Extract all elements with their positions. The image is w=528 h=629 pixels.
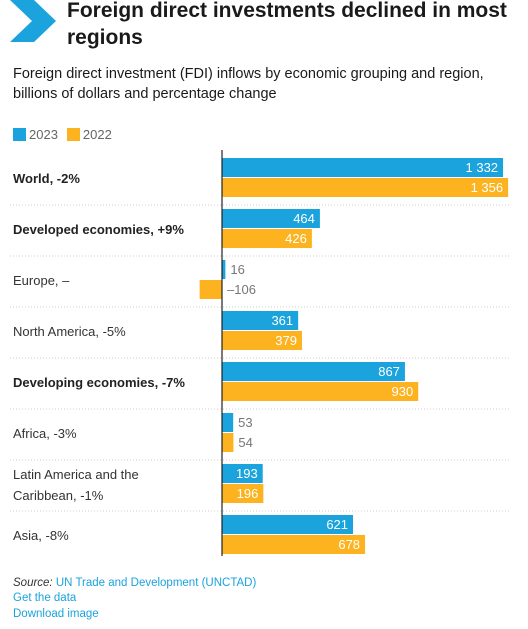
source-block: Source: UN Trade and Development (UNCTAD…: [13, 575, 256, 622]
value-label-2022-asia-8: 678: [338, 537, 360, 552]
get-the-data-link[interactable]: Get the data: [13, 592, 77, 604]
bar-2023-developing-economies-7: [222, 362, 405, 381]
legend-item-2023: 2023: [13, 127, 58, 142]
category-label-developed-economies-9: Developed economies, +9%: [13, 222, 184, 237]
bar-2023-africa-3: [222, 413, 234, 432]
value-label-2023-latin-america-and-the-caribbean-1: 193: [236, 466, 258, 481]
category-label-latin-america-and-the-caribbean-1: Latin America and the Caribbean, -1%: [13, 467, 139, 503]
legend: 2023 2022: [13, 126, 121, 142]
value-label-2022-developed-economies-9: 426: [285, 231, 307, 246]
chart-subtitle: Foreign direct investment (FDI) inflows …: [13, 66, 484, 102]
value-label-2022-north-america-5: 379: [275, 333, 297, 348]
value-label-2023-developing-economies-7: 867: [378, 364, 400, 379]
bar-2022-asia-8: [222, 535, 366, 554]
bar-2023-europe: [222, 260, 226, 279]
bar-2022-africa-3: [222, 433, 234, 452]
value-label-2023-asia-8: 621: [326, 517, 348, 532]
value-label-2022-latin-america-and-the-caribbean-1: 196: [237, 486, 259, 501]
category-label-asia-8: Asia, -8%: [13, 528, 69, 543]
download-image-link[interactable]: Download image: [13, 607, 99, 620]
category-label-world-2: World, -2%: [13, 171, 80, 186]
value-label-2022-europe: –106: [227, 282, 256, 297]
value-label-2022-africa-3: 54: [238, 435, 252, 450]
category-label-europe: Europe, –: [13, 273, 70, 288]
bar-2023-developed-economies-9: [222, 209, 320, 228]
legend-swatch-2023: [13, 127, 26, 141]
value-label-2023-developed-economies-9: 464: [293, 211, 315, 226]
category-label-developing-economies-7: Developing economies, -7%: [13, 375, 185, 390]
bar-2023-north-america-5: [222, 311, 299, 330]
legend-label-2022: 2022: [82, 126, 112, 142]
source-prefix: Source:: [13, 577, 53, 589]
bar-2022-europe: [199, 280, 222, 299]
legend-swatch-2022: [66, 127, 80, 141]
value-label-2023-world-2: 1 332: [466, 160, 499, 175]
value-label-2022-developing-economies-7: 930: [392, 384, 414, 399]
bar-chart: World, -2% 1 332 1 356 Developed economies,…: [10, 150, 510, 556]
chart-title: Foreign direct investments declined in m…: [67, 0, 507, 49]
bar-2022-world-2: [222, 178, 509, 197]
source-text: UN Trade and Development (UNCTAD): [55, 577, 257, 589]
value-label-2023-europe: 16: [230, 262, 244, 277]
chevron-logo-icon: [10, 0, 56, 42]
category-label-north-america-5: North America, -5%: [13, 324, 126, 339]
source-line: Source: UN Trade and Development (UNCTAD…: [13, 575, 256, 591]
category-label-africa-3: Africa, -3%: [13, 426, 77, 441]
value-label-2023-north-america-5: 361: [271, 313, 293, 328]
bar-2023-latin-america-and-the-caribbean-1: [222, 464, 263, 483]
bar-2022-latin-america-and-the-caribbean-1: [222, 484, 264, 503]
legend-item-2022: 2022: [66, 126, 112, 142]
value-label-2022-world-2: 1 356: [471, 180, 504, 195]
bar-2023-world-2: [222, 158, 504, 177]
chart-header: Foreign direct investments declined in m…: [0, 0, 528, 56]
bar-2022-north-america-5: [222, 331, 302, 350]
value-label-2023-africa-3: 53: [238, 415, 252, 430]
legend-label-2023: 2023: [29, 126, 58, 142]
bar-2022-developed-economies-9: [222, 229, 312, 248]
bar-2023-asia-8: [222, 515, 354, 534]
bar-2022-developing-economies-7: [222, 382, 419, 401]
